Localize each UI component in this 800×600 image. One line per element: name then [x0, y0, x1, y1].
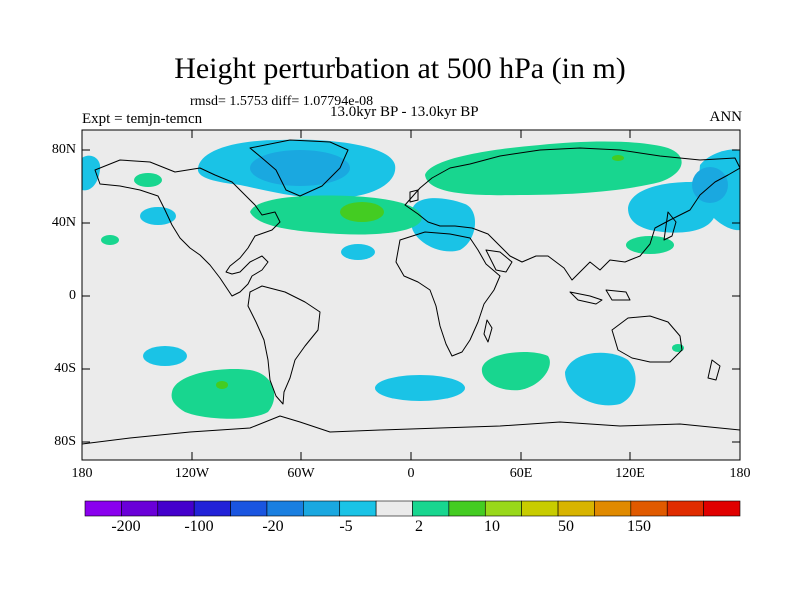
colorbar-swatch — [448, 500, 486, 517]
colorbar-label: -200 — [111, 518, 141, 535]
lon-label-120w: 120W — [174, 466, 210, 481]
colorbar-swatch — [84, 500, 122, 517]
colorbar-swatch — [339, 500, 377, 517]
map-title: Height perturbation at 500 hPa (in m) — [174, 52, 626, 85]
colorbar-swatch — [375, 500, 413, 517]
lat-ticks — [82, 149, 740, 443]
colorbar-swatch — [557, 500, 595, 517]
coastlines — [82, 139, 740, 460]
colorbar-swatch — [193, 500, 231, 517]
lon-ticks — [81, 130, 741, 460]
lon-label-180w: 180 — [71, 466, 93, 481]
lat-label-80s: 80S — [54, 434, 76, 449]
strong-positive-cores — [216, 155, 624, 389]
colorbar-label: 50 — [558, 518, 574, 535]
lon-label-60e: 60E — [509, 466, 533, 481]
lat-label-40s: 40S — [54, 361, 76, 376]
colorbar-label: 150 — [627, 518, 651, 535]
colorbar-swatch — [230, 500, 268, 517]
colorbar-label: -20 — [262, 518, 284, 535]
colorbar-swatch — [303, 500, 341, 517]
lat-label-40n: 40N — [51, 215, 76, 230]
colorbar-swatch — [703, 500, 741, 517]
stats-text: rmsd= 1.5753 diff= 1.07794e-08 — [190, 94, 374, 109]
colorbar-swatch — [412, 500, 450, 517]
colorbar-swatch — [484, 500, 522, 517]
colorbar-swatch — [266, 500, 304, 517]
lon-label-0: 0 — [407, 466, 415, 481]
colorbar-swatch — [666, 500, 704, 517]
colorbar-label: 2 — [415, 518, 423, 535]
lon-label-180e: 180 — [729, 466, 751, 481]
season-label: ANN — [709, 109, 743, 125]
period-label: 13.0kyr BP - 13.0kyr BP — [330, 104, 479, 120]
lat-label-80n: 80N — [51, 142, 76, 157]
colorbar-label: -5 — [339, 518, 353, 535]
experiment-label: Expt = temjn-temcn — [82, 111, 203, 127]
colorbar-swatch — [157, 500, 195, 517]
positive-anomaly-patches — [101, 141, 684, 419]
colorbar — [84, 500, 741, 517]
lat-label-0: 0 — [69, 288, 76, 303]
colorbar-label: -100 — [184, 518, 214, 535]
colorbar-label: 10 — [484, 518, 500, 535]
colorbar-swatch — [521, 500, 559, 517]
colorbar-swatch — [630, 500, 668, 517]
colorbar-swatch — [121, 500, 159, 517]
lon-label-120e: 120E — [615, 466, 645, 481]
colorbar-swatch — [594, 500, 632, 517]
lon-label-60w: 60W — [287, 466, 315, 481]
